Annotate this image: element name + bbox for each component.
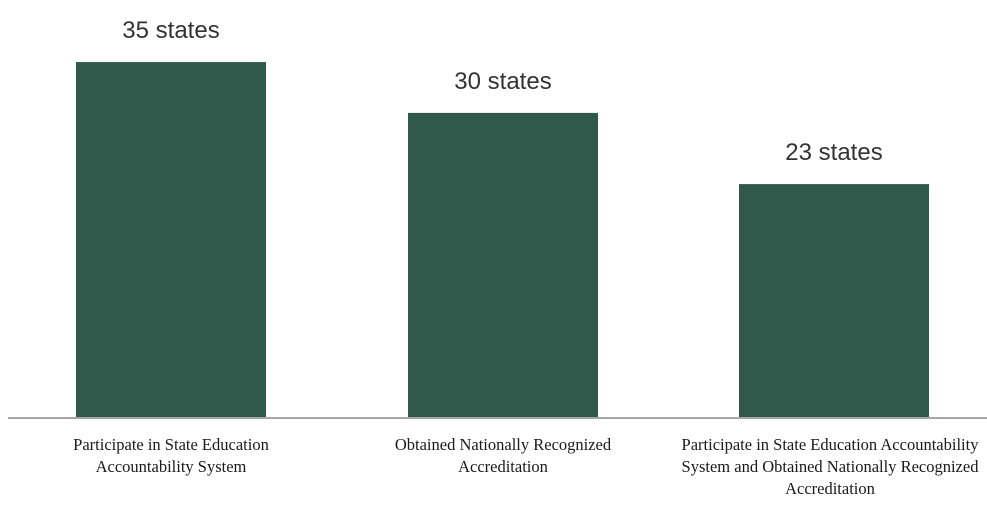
data-label-2: 30 states bbox=[454, 68, 551, 95]
data-label-3: 23 states bbox=[785, 139, 882, 166]
data-labels-group: 35 states 30 states 23 states bbox=[122, 17, 882, 166]
bar-1 bbox=[76, 62, 266, 419]
bar-3 bbox=[739, 184, 929, 418]
category-label-1: Participate in State Education Accountab… bbox=[73, 435, 269, 476]
category-label-2: Obtained Nationally Recognized Accredita… bbox=[394, 435, 612, 476]
category-label-3: Participate in State Education Accountab… bbox=[681, 435, 979, 498]
data-label-1: 35 states bbox=[122, 17, 219, 44]
bar-2 bbox=[408, 112, 598, 419]
bars-group bbox=[76, 62, 929, 419]
